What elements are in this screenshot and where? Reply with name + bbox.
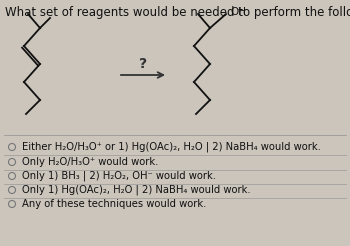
Text: What set of reagents would be needed to perform the following reaction?: What set of reagents would be needed to … [5, 6, 350, 19]
Text: ?: ? [139, 57, 147, 71]
Text: Either H₂O/H₃O⁺ or 1) Hg(OAc)₂, H₂O | 2) NaBH₄ would work.: Either H₂O/H₃O⁺ or 1) Hg(OAc)₂, H₂O | 2)… [22, 142, 321, 152]
Text: OH: OH [230, 7, 246, 17]
Text: Only 1) BH₃ | 2) H₂O₂, OH⁻ would work.: Only 1) BH₃ | 2) H₂O₂, OH⁻ would work. [22, 171, 216, 181]
Text: Any of these techniques would work.: Any of these techniques would work. [22, 199, 206, 209]
Text: Only H₂O/H₃O⁺ would work.: Only H₂O/H₃O⁺ would work. [22, 157, 158, 167]
Text: Only 1) Hg(OAc)₂, H₂O | 2) NaBH₄ would work.: Only 1) Hg(OAc)₂, H₂O | 2) NaBH₄ would w… [22, 185, 251, 195]
